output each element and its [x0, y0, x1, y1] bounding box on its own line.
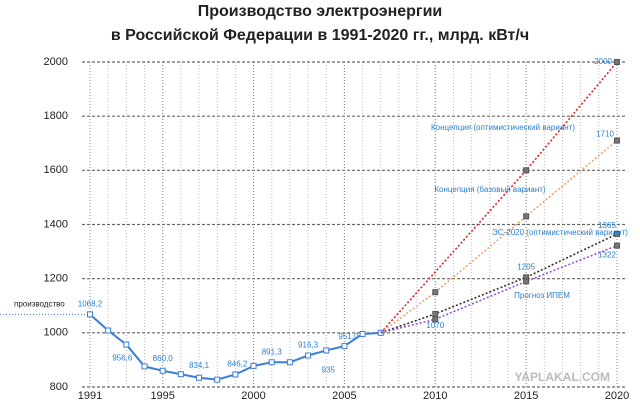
x-tick-label: 2010: [423, 390, 447, 402]
point: [614, 242, 620, 249]
point: [614, 59, 620, 65]
series-line: [380, 233, 618, 334]
point: [614, 230, 620, 237]
y-tick-label: 1200: [44, 273, 68, 285]
y-tick-label: 1800: [44, 110, 68, 122]
value-label: 2000: [594, 57, 612, 66]
point: [286, 359, 293, 366]
point: [196, 374, 203, 381]
point: [305, 352, 312, 359]
point: [141, 363, 148, 370]
series-line: [380, 61, 618, 334]
value-label: 1710: [596, 130, 614, 139]
series-line: [380, 139, 618, 334]
y-tick-label: 800: [50, 381, 68, 393]
value-label: 935: [322, 366, 336, 375]
point: [359, 330, 366, 337]
value-label: 1322: [598, 251, 616, 260]
value-label: 1205: [517, 262, 535, 271]
x-tick-label: 1991: [78, 390, 102, 402]
point: [123, 341, 130, 348]
y-tick-label: 1600: [44, 164, 68, 176]
x-tick-label: 2015: [514, 390, 538, 402]
point: [250, 362, 257, 369]
point: [268, 359, 275, 366]
value-label: 834,1: [189, 361, 210, 370]
y-tick-label: 2000: [44, 56, 68, 68]
point: [614, 137, 620, 144]
value-label: 1365: [598, 221, 616, 230]
point: [87, 311, 93, 318]
point: [432, 316, 439, 323]
x-tick-label: 2005: [332, 390, 356, 402]
series-label: Концепция (оптимистический вариант): [431, 123, 575, 132]
chart-title: Производство электроэнергии: [198, 3, 443, 20]
x-tick-label: 2000: [241, 390, 265, 402]
value-label: 956,6: [112, 354, 133, 363]
point: [341, 343, 348, 350]
chart-subtitle: в Российской Федерации в 1991-2020 гг., …: [111, 27, 529, 44]
value-label: 846,2: [227, 360, 248, 369]
point: [214, 376, 221, 383]
watermark: YAPLAKAL.COM: [514, 370, 610, 384]
value-label: 916,3: [298, 341, 319, 350]
value-label: 951,0: [338, 332, 359, 341]
point: [523, 213, 530, 220]
series-label: Концепция (базовый вариант): [434, 185, 546, 194]
point: [523, 167, 530, 174]
series-line: [89, 313, 381, 381]
series-label: Прогноз ИПЕМ: [514, 291, 570, 300]
value-label: 1068,2: [78, 299, 103, 308]
x-tick-label: 1995: [150, 390, 174, 402]
y-tick-label: 1400: [44, 218, 68, 230]
point: [177, 371, 184, 378]
value-label: 891,3: [262, 347, 283, 356]
annotation: производство: [14, 299, 65, 308]
x-tick-label: 2020: [605, 390, 629, 402]
point: [432, 310, 439, 317]
value-label: 860,0: [153, 354, 174, 363]
point: [159, 367, 166, 374]
y-tick-label: 1000: [44, 327, 68, 339]
point: [105, 327, 112, 334]
point: [432, 289, 439, 296]
series-line: [380, 244, 618, 334]
point: [523, 278, 530, 285]
point: [232, 371, 239, 378]
series-label: ЭС-2020 (оптимистический вариант): [492, 228, 628, 237]
value-label: 1070: [426, 321, 444, 330]
point: [323, 347, 330, 354]
